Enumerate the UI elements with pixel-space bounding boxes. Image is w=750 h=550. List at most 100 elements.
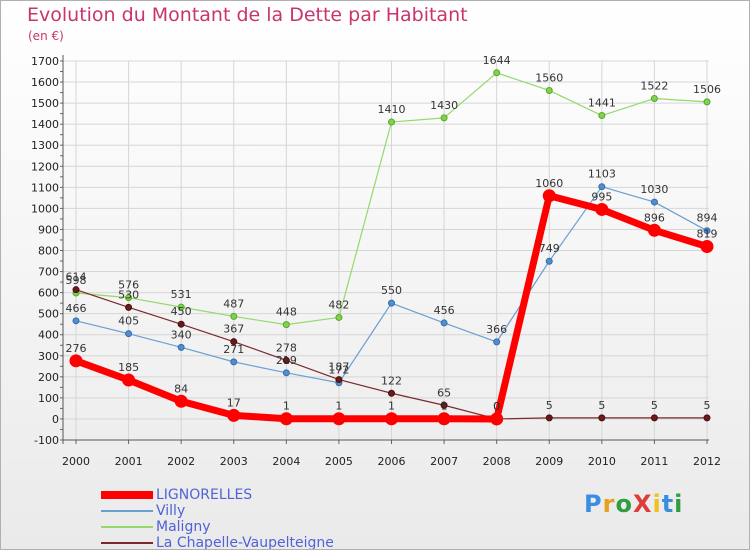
- data-label-lignorelles: 995: [591, 190, 612, 203]
- data-label-maligny: 1506: [693, 83, 721, 96]
- legend-label: La Chapelle-Vaupelteigne: [156, 535, 334, 550]
- data-point-villy: [72, 317, 80, 325]
- data-point-la-chapelle-vaupelteigne: [545, 414, 553, 422]
- data-point-maligny: [703, 98, 711, 106]
- data-point-villy: [703, 227, 711, 235]
- data-label-la-chapelle-vaupelteigne: 5: [598, 399, 605, 412]
- y-tick-label: 1200: [31, 160, 59, 173]
- data-point-maligny: [545, 86, 553, 94]
- data-label-la-chapelle-vaupelteigne: 65: [437, 386, 451, 399]
- data-point-la-chapelle-vaupelteigne: [388, 389, 395, 397]
- data-point-lignorelles: [227, 408, 241, 422]
- axes: -100 0 100 200 300 400 500 600 700 800 900 1000 1100…: [31, 55, 721, 468]
- data-label-villy: 894: [697, 212, 718, 225]
- data-label-lignorelles: 276: [66, 342, 87, 355]
- data-label-villy: 1030: [640, 183, 668, 196]
- data-point-maligny: [440, 114, 448, 122]
- x-tick-label: 2011: [640, 455, 668, 468]
- data-label-maligny: 1441: [588, 97, 616, 110]
- data-point-villy: [545, 257, 553, 265]
- data-label-maligny: 1522: [640, 79, 668, 92]
- data-label-lignorelles: 84: [174, 382, 188, 395]
- data-point-villy: [177, 343, 185, 351]
- data-point-villy: [493, 338, 501, 346]
- data-point-lignorelles: [595, 202, 609, 216]
- data-label-villy: 466: [66, 302, 87, 315]
- data-label-maligny: 1560: [535, 71, 563, 84]
- data-point-lignorelles: [490, 412, 504, 426]
- x-tick-label: 2002: [167, 455, 195, 468]
- x-tick-label: 2010: [588, 455, 616, 468]
- data-point-la-chapelle-vaupelteigne: [125, 303, 133, 311]
- x-tick-label: 2009: [535, 455, 563, 468]
- data-label-villy: 405: [118, 315, 139, 328]
- data-label-lignorelles: 896: [644, 211, 665, 224]
- data-point-la-chapelle-vaupelteigne: [650, 414, 658, 422]
- y-tick-label: 1400: [31, 118, 59, 131]
- data-point-villy: [388, 299, 395, 307]
- y-tick-label: -100: [34, 434, 59, 447]
- data-point-lignorelles: [279, 412, 293, 426]
- data-point-la-chapelle-vaupelteigne: [177, 320, 185, 328]
- data-label-villy: 1103: [588, 168, 616, 181]
- data-point-lignorelles: [332, 412, 346, 426]
- x-tick-label: 2003: [220, 455, 248, 468]
- data-label-maligny: 1410: [378, 103, 406, 116]
- legend-swatch: [101, 510, 153, 512]
- data-point-lignorelles: [542, 189, 556, 203]
- data-label-la-chapelle-vaupelteigne: 367: [223, 323, 244, 336]
- legend-swatch: [101, 526, 153, 528]
- data-point-maligny: [335, 313, 343, 321]
- data-label-villy: 219: [276, 354, 297, 367]
- y-tick-label: 0: [52, 413, 59, 426]
- data-label-villy: 366: [486, 323, 507, 336]
- y-tick-label: 500: [38, 308, 59, 321]
- data-label-lignorelles: 1: [283, 400, 290, 413]
- data-label-maligny: 1644: [483, 54, 511, 67]
- data-point-lignorelles: [700, 239, 714, 253]
- data-point-la-chapelle-vaupelteigne: [282, 356, 290, 364]
- data-label-la-chapelle-vaupelteigne: 614: [66, 271, 87, 284]
- x-tick-label: 2006: [378, 455, 406, 468]
- legend-swatch: [101, 542, 153, 544]
- chart-title: Evolution du Montant de la Dette par Hab…: [27, 4, 468, 26]
- y-tick-label: 600: [38, 287, 59, 300]
- data-label-lignorelles: 185: [118, 361, 139, 374]
- data-point-villy: [230, 358, 238, 366]
- y-tick-label: 900: [38, 223, 59, 236]
- y-tick-label: 100: [38, 392, 59, 405]
- x-tick-label: 2005: [325, 455, 353, 468]
- data-label-maligny: 1430: [430, 99, 458, 112]
- data-label-villy: 456: [434, 304, 455, 317]
- data-label-maligny: 598: [66, 274, 87, 287]
- data-label-la-chapelle-vaupelteigne: 0: [493, 400, 500, 413]
- x-tick-label: 2001: [115, 455, 143, 468]
- y-tick-label: 300: [38, 350, 59, 363]
- data-point-la-chapelle-vaupelteigne: [72, 286, 80, 294]
- x-tick-label: 2000: [62, 455, 90, 468]
- y-tick-label: 1600: [31, 76, 59, 89]
- legend-label: Maligny: [156, 519, 211, 535]
- data-point-villy: [650, 198, 658, 206]
- data-label-maligny: 482: [328, 298, 349, 311]
- data-point-lignorelles: [174, 394, 188, 408]
- data-point-maligny: [177, 303, 185, 311]
- data-label-la-chapelle-vaupelteigne: 187: [328, 361, 349, 374]
- legend-swatch: [101, 491, 153, 499]
- data-label-la-chapelle-vaupelteigne: 450: [171, 305, 192, 318]
- data-label-maligny: 576: [118, 279, 139, 292]
- data-label-la-chapelle-vaupelteigne: 278: [276, 341, 297, 354]
- data-point-villy: [440, 319, 448, 327]
- data-label-lignorelles: 1: [441, 400, 448, 413]
- data-label-lignorelles: 1: [335, 400, 342, 413]
- data-label-lignorelles: 1060: [535, 177, 563, 190]
- data-point-villy: [598, 183, 606, 191]
- data-label-lignorelles: 0: [493, 400, 500, 413]
- x-tick-label: 2004: [272, 455, 300, 468]
- y-tick-label: 700: [38, 266, 59, 279]
- y-tick-label: 800: [38, 245, 59, 258]
- proxiti-logo: ProXiti: [584, 490, 684, 518]
- data-point-maligny: [598, 112, 606, 120]
